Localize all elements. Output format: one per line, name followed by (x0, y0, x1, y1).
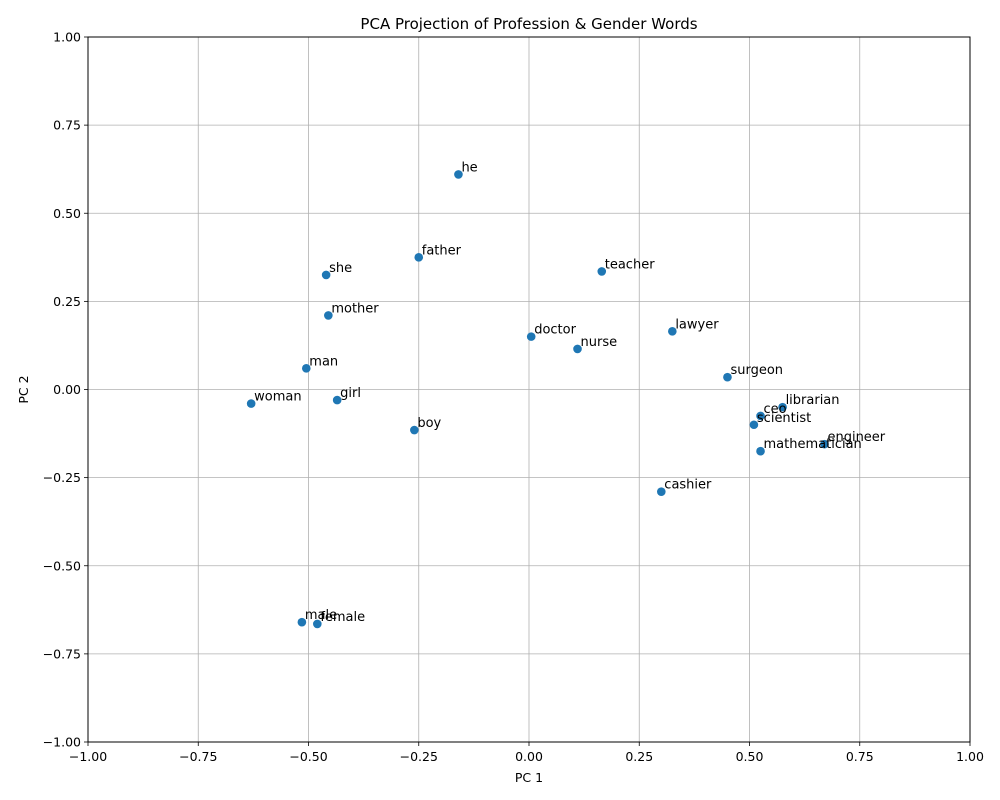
point-label-he: he (461, 160, 477, 175)
chart-title: PCA Projection of Profession & Gender Wo… (360, 15, 697, 33)
y-tick-label: 0.50 (53, 206, 81, 221)
data-point-ceo (756, 411, 765, 421)
data-point-nurse (573, 344, 582, 354)
data-point-boy (410, 425, 419, 435)
point-label-scientist: scientist (757, 411, 811, 426)
data-point-she (321, 270, 331, 280)
y-axis-label: PC 2 (16, 375, 31, 403)
x-tick-label: −0.75 (179, 749, 217, 764)
point-label-nurse: nurse (581, 335, 618, 350)
point-label-mother: mother (331, 301, 379, 316)
y-tick-label: 0.00 (53, 382, 81, 397)
data-point-cashier (657, 487, 666, 497)
point-label-lawyer: lawyer (675, 317, 719, 332)
point-label-she: she (329, 261, 352, 276)
x-tick-label: 1.00 (956, 749, 984, 764)
data-point-male (297, 617, 307, 627)
data-point-lawyer (668, 327, 677, 336)
x-tick-label: −0.50 (289, 749, 327, 764)
point-label-engineer: engineer (827, 430, 885, 445)
data-point-mathematician (756, 446, 765, 456)
point-label-cashier: cashier (664, 478, 712, 493)
x-tick-label: 0.50 (736, 749, 764, 764)
x-tick-label: −1.00 (69, 749, 107, 764)
x-tick-label: 0.00 (515, 749, 543, 764)
data-point-teacher (597, 267, 607, 276)
y-tick-label: −0.75 (43, 646, 81, 661)
point-label-girl: girl (340, 386, 361, 401)
y-axis-ticks: −1.00 −0.75 −0.50 −0.25 0.00 0.25 0.50 0.75 1.00 (43, 30, 88, 750)
data-point-scientist (749, 420, 759, 430)
point-label-female: female (320, 610, 365, 625)
point-label-woman: woman (254, 390, 301, 405)
data-point-girl (332, 395, 342, 405)
y-tick-label: −0.50 (43, 558, 81, 573)
data-point-he (454, 170, 463, 179)
x-tick-label: −0.25 (400, 749, 438, 764)
data-point-librarian (778, 402, 787, 412)
data-points (246, 170, 829, 629)
x-axis-label: PC 1 (515, 770, 543, 785)
data-point-mother (324, 311, 333, 320)
point-labels: he father she mother man woman girl boy malefema… (254, 160, 886, 624)
y-tick-label: 0.75 (53, 118, 81, 133)
y-tick-label: 0.25 (53, 294, 81, 309)
y-tick-label: 1.00 (53, 30, 81, 45)
point-label-mathematician: mathematician (764, 437, 862, 452)
point-label-ceo: ceo (764, 402, 787, 417)
data-point-engineer (820, 439, 829, 449)
y-tick-label: −0.25 (43, 470, 81, 485)
data-point-man (301, 364, 311, 373)
data-point-woman (246, 399, 256, 408)
point-label-male: male (305, 608, 337, 623)
point-label-surgeon: surgeon (730, 363, 783, 378)
data-point-father (414, 253, 424, 262)
x-axis-ticks: −1.00 −0.75 −0.50 −0.25 0.00 0.25 0.50 0.75 1.00 (69, 742, 984, 764)
data-point-surgeon (723, 372, 732, 382)
point-label-teacher: teacher (605, 257, 655, 272)
y-tick-label: −1.00 (43, 735, 81, 750)
point-label-doctor: doctor (534, 323, 576, 338)
point-label-man: man (309, 354, 338, 369)
point-label-father: father (422, 243, 462, 258)
data-point-doctor (526, 332, 536, 341)
data-point-female (313, 619, 322, 629)
point-label-librarian: librarian (786, 393, 840, 408)
point-label-boy: boy (417, 416, 441, 431)
x-tick-label: 0.75 (846, 749, 874, 764)
x-tick-label: 0.25 (625, 749, 653, 764)
